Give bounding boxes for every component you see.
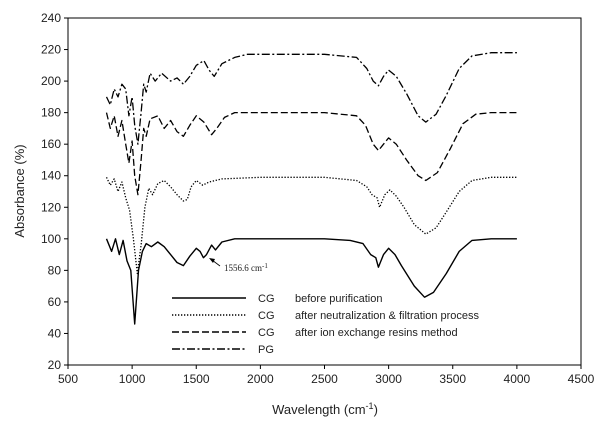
series-line-1 [105,176,517,275]
legend-label-0: CG [258,293,275,305]
legend-label-detail-0: before purification [295,293,382,305]
x-tick-label-4: 2500 [311,372,338,386]
series-line-0 [105,238,517,325]
x-axis-title-main: Wavelength [272,402,340,417]
annotation-label: 1556.6 cm-1 [224,262,268,273]
x-tick-label-2: 1500 [183,372,210,386]
x-axis-title-unit: (cm [344,402,366,417]
x-axis-title-close: ) [374,402,378,417]
x-tick-label-0: 500 [58,372,78,386]
x-tick-label-6: 3500 [439,372,466,386]
annotation-label-sup: -1 [262,262,268,270]
y-tick-label-0: 20 [48,358,62,372]
y-tick-label-8: 180 [41,106,61,120]
y-tick-label-4: 100 [41,232,61,246]
y-tick-label-10: 220 [41,43,61,57]
annotation-label-main: 1556.6 cm [224,263,262,273]
legend-label-3: PG [258,344,274,356]
x-tick-label-5: 3000 [375,372,402,386]
x-axis-title-sup: -1 [366,401,374,411]
y-axis-title: Absorbance (%) [12,144,27,237]
annotation-1556: 1556.6 cm-1 [209,258,268,273]
x-tick-label-3: 2000 [247,372,274,386]
legend: CG before purification CG after neutralizat… [172,293,480,356]
y-tick-label-6: 140 [41,169,61,183]
series-line-3 [105,52,517,145]
y-tick-label-9: 200 [41,74,61,88]
x-tick-label-7: 4000 [504,372,531,386]
y-tick-label-7: 160 [41,137,61,151]
legend-label-detail-2: after ion exchange resins method [295,327,458,339]
series-lines [105,52,517,325]
legend-label-detail-1: after neutralization & filtration proces… [295,310,480,322]
legend-label-1: CG [258,310,275,322]
x-tick-label-8: 4500 [568,372,595,386]
y-tick-label-1: 40 [48,326,62,340]
x-axis-title: Wavelength (cm-1) [272,401,378,417]
y-tick-label-11: 240 [41,11,61,25]
y-tick-label-5: 120 [41,200,61,214]
x-tick-label-1: 1000 [119,372,146,386]
series-line-2 [105,111,517,196]
legend-label-2: CG [258,327,275,339]
axis-ticks: 500 1000 1500 2000 2500 3000 3500 4000 4500 20 40 6… [41,11,595,386]
annotation-arrowhead [209,258,215,263]
y-tick-label-3: 80 [48,263,62,277]
y-tick-label-2: 60 [48,295,62,309]
